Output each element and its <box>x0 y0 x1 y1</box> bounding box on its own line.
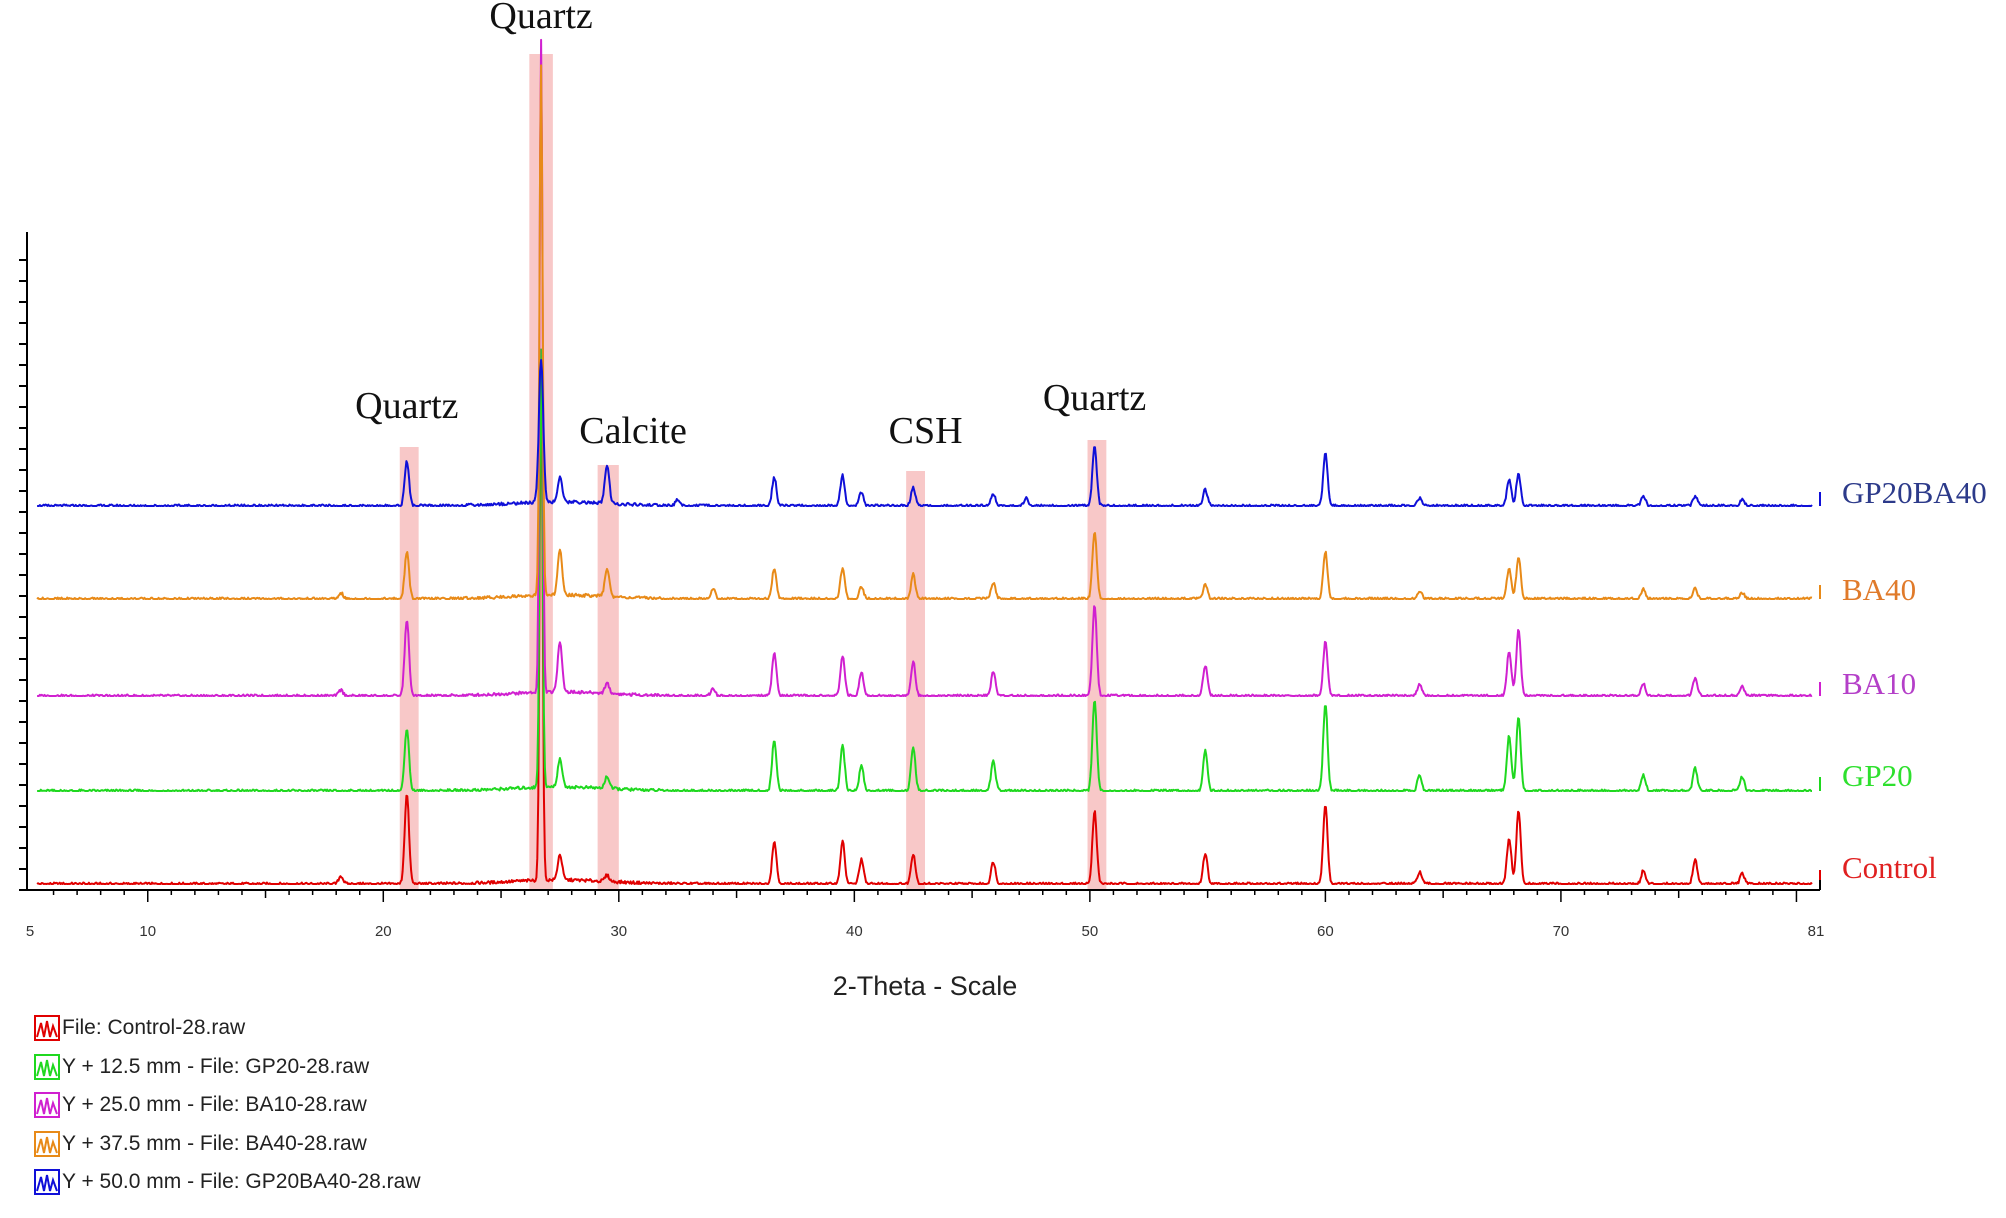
x-tick-label: 60 <box>1317 923 1334 940</box>
series-line-gp20ba40 <box>37 359 1813 507</box>
legend-swatch-ba10-icon <box>34 1092 60 1119</box>
legend-swatch-gp20ba40-icon <box>34 1169 60 1196</box>
legend: File: Control-28.raw Y + 12.5 mm - File:… <box>34 1009 421 1202</box>
legend-label-ba10: Y + 25.0 mm - File: BA10-28.raw <box>62 1093 367 1117</box>
legend-label-gp20: Y + 12.5 mm - File: GP20-28.raw <box>62 1054 370 1078</box>
series-labels: Control GP20 BA10 BA40 GP20BA40 <box>1842 475 1987 885</box>
legend-item-ba40: Y + 37.5 mm - File: BA40-28.raw <box>34 1125 421 1164</box>
series-line-ba40 <box>36 64 1813 600</box>
series-label-gp20: GP20 <box>1842 758 1913 793</box>
series-label-ba10: BA10 <box>1842 666 1916 701</box>
x-tick-label: 30 <box>610 923 627 940</box>
peak-annotations: Quartz Quartz Calcite CSH Quartz <box>355 0 1146 452</box>
annotation-label: Quartz <box>489 0 592 37</box>
series-line-control <box>36 367 1813 885</box>
x-tick-label: 40 <box>846 923 863 940</box>
legend-swatch-gp20-icon <box>34 1053 60 1080</box>
x-tick-label: 50 <box>1082 923 1099 940</box>
series-label-ba40: BA40 <box>1842 572 1916 607</box>
series-label-gp20ba40: GP20BA40 <box>1842 475 1987 510</box>
series-label-control: Control <box>1842 850 1937 885</box>
x-axis-label: 2-Theta - Scale <box>833 971 1018 1001</box>
legend-label-control: File: Control-28.raw <box>62 1016 246 1040</box>
legend-swatch-control-icon <box>34 1015 60 1042</box>
annotation-label: CSH <box>889 410 963 452</box>
annotation-label: Quartz <box>355 385 458 427</box>
x-tick-label: 5 <box>26 923 34 940</box>
legend-label-ba40: Y + 37.5 mm - File: BA40-28.raw <box>62 1131 367 1155</box>
highlight-bands <box>399 54 1107 890</box>
series-group <box>36 38 1821 885</box>
annotation-label: Quartz <box>1043 377 1146 419</box>
legend-item-control: File: Control-28.raw <box>34 1009 421 1048</box>
legend-item-gp20ba40: Y + 50.0 mm - File: GP20BA40-28.raw <box>34 1163 421 1202</box>
x-tick-label: 81 <box>1808 923 1825 940</box>
axes: 5 10 20 30 40 50 60 70 81 <box>19 232 1824 940</box>
legend-label-gp20ba40: Y + 50.0 mm - File: GP20BA40-28.raw <box>62 1170 421 1194</box>
x-tick-label: 10 <box>139 923 156 940</box>
legend-item-gp20: Y + 12.5 mm - File: GP20-28.raw <box>34 1048 421 1087</box>
annotation-label: Calcite <box>579 410 687 452</box>
series-line-ba10 <box>37 38 1813 697</box>
x-tick-label: 20 <box>375 923 392 940</box>
x-tick-label: 70 <box>1553 923 1570 940</box>
legend-item-ba10: Y + 25.0 mm - File: BA10-28.raw <box>34 1086 421 1125</box>
highlight-band <box>597 465 619 890</box>
series-line-gp20 <box>37 348 1813 792</box>
legend-swatch-ba40-icon <box>34 1130 60 1157</box>
